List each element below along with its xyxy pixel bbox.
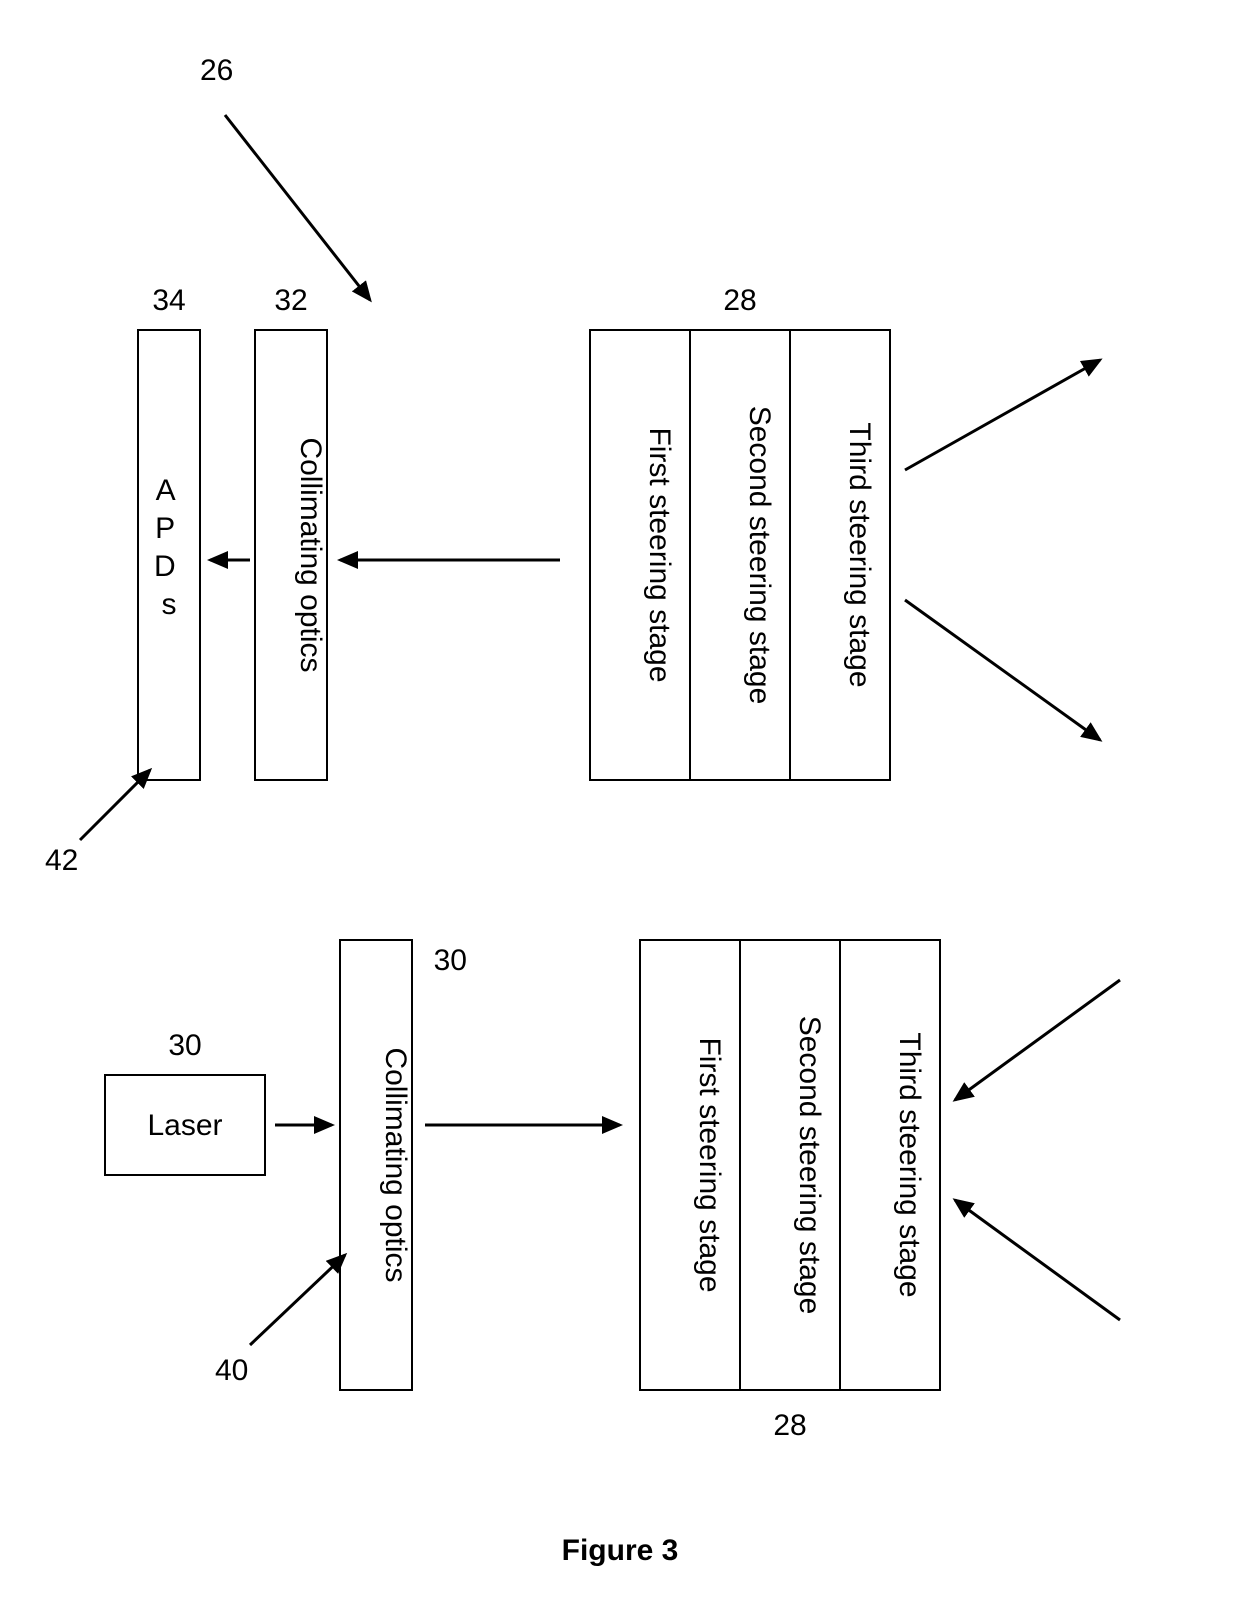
figure-caption: Figure 3 bbox=[562, 1534, 679, 1567]
upper-steering-num: 28 bbox=[723, 284, 756, 317]
upper-stage2-label: Second steering stage bbox=[743, 406, 776, 705]
arrow-upper-out-down bbox=[905, 600, 1100, 740]
arrow-lower-in-up bbox=[955, 980, 1120, 1100]
callout-40: 40 bbox=[215, 1354, 248, 1387]
lower-stage1-label: First steering stage bbox=[693, 1037, 726, 1292]
lower-collimating-label: Collimating optics bbox=[379, 1047, 412, 1282]
laser-label: Laser bbox=[147, 1109, 222, 1142]
callout-26-arrow bbox=[225, 115, 370, 300]
callout-40-arrow bbox=[250, 1255, 345, 1345]
apds-label-num: 34 bbox=[152, 284, 185, 317]
arrow-lower-in-down bbox=[955, 1200, 1120, 1320]
laser-num: 30 bbox=[168, 1029, 201, 1062]
lower-stage2-label: Second steering stage bbox=[793, 1016, 826, 1315]
lower-steering-num: 28 bbox=[773, 1409, 806, 1442]
callout-42-arrow bbox=[80, 770, 150, 840]
upper-collimating-num: 32 bbox=[274, 284, 307, 317]
callout-26: 26 bbox=[200, 54, 233, 87]
upper-stage3-label: Third steering stage bbox=[843, 422, 876, 687]
lower-collimating-num: 30 bbox=[434, 944, 467, 977]
arrow-upper-out-up bbox=[905, 360, 1100, 470]
lower-stage3-label: Third steering stage bbox=[893, 1032, 926, 1297]
upper-collimating-label: Collimating optics bbox=[294, 437, 327, 672]
upper-stage1-label: First steering stage bbox=[643, 427, 676, 682]
callout-42: 42 bbox=[45, 844, 78, 877]
